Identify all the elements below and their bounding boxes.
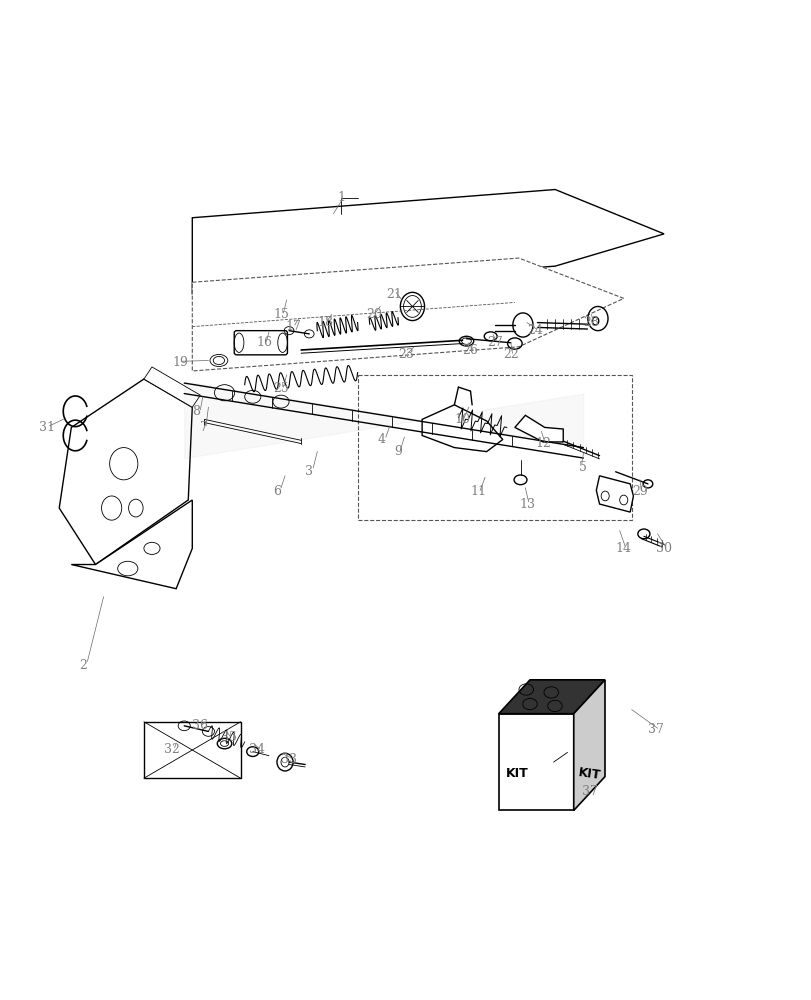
- Text: 25: 25: [272, 382, 289, 395]
- Polygon shape: [573, 680, 604, 810]
- Text: 8: 8: [192, 405, 200, 418]
- Text: 2: 2: [79, 659, 88, 672]
- Text: KIT: KIT: [505, 767, 528, 780]
- Text: 36: 36: [192, 719, 208, 732]
- Text: 14: 14: [615, 542, 631, 555]
- Text: 3: 3: [305, 465, 313, 478]
- Bar: [498, 714, 573, 810]
- Text: 1: 1: [337, 191, 345, 204]
- Polygon shape: [192, 190, 663, 294]
- Text: 17: 17: [285, 320, 301, 333]
- Text: 23: 23: [397, 348, 414, 361]
- Text: 30: 30: [655, 542, 672, 555]
- Text: 19: 19: [172, 356, 188, 369]
- Text: 5: 5: [579, 461, 586, 474]
- Text: 24: 24: [526, 324, 543, 337]
- Text: 10: 10: [454, 413, 470, 426]
- Text: 4: 4: [377, 433, 385, 446]
- Text: 7: 7: [200, 421, 208, 434]
- Text: 16: 16: [256, 336, 272, 349]
- Text: 32: 32: [164, 743, 180, 756]
- Text: 28: 28: [583, 316, 599, 329]
- Text: KIT: KIT: [577, 766, 602, 782]
- Text: 18: 18: [317, 316, 333, 329]
- Text: 6: 6: [272, 485, 281, 498]
- Polygon shape: [595, 476, 633, 512]
- Text: 29: 29: [631, 485, 647, 498]
- Text: 11: 11: [470, 485, 486, 498]
- FancyBboxPatch shape: [234, 331, 287, 355]
- Polygon shape: [422, 405, 502, 452]
- Polygon shape: [71, 500, 192, 589]
- Polygon shape: [144, 367, 200, 407]
- Text: 21: 21: [385, 288, 401, 301]
- Text: 20: 20: [365, 308, 381, 321]
- Polygon shape: [192, 258, 623, 371]
- Text: 35: 35: [221, 731, 236, 744]
- Polygon shape: [498, 680, 604, 714]
- Polygon shape: [59, 379, 192, 565]
- Text: 33: 33: [281, 753, 297, 766]
- Polygon shape: [514, 415, 563, 442]
- Text: 12: 12: [534, 437, 551, 450]
- Bar: [144, 722, 240, 778]
- Text: 9: 9: [393, 445, 401, 458]
- Text: 37: 37: [581, 785, 597, 798]
- Text: 34: 34: [248, 743, 264, 756]
- Text: 22: 22: [502, 348, 518, 361]
- Text: 15: 15: [272, 308, 289, 321]
- Text: 27: 27: [487, 336, 502, 349]
- Text: 31: 31: [39, 421, 55, 434]
- Text: 37: 37: [647, 723, 663, 736]
- Text: 13: 13: [518, 498, 534, 511]
- Text: 26: 26: [462, 344, 478, 357]
